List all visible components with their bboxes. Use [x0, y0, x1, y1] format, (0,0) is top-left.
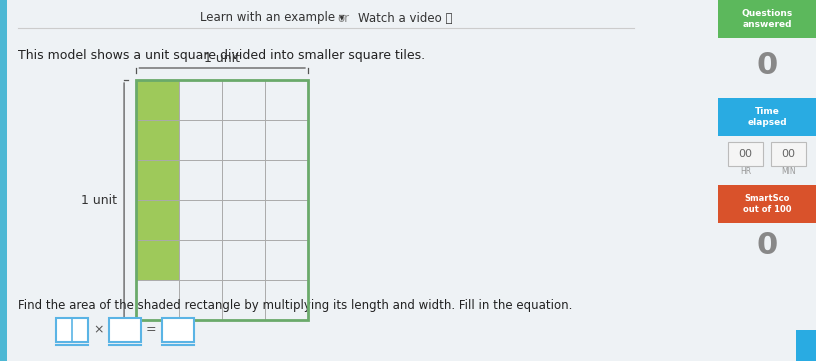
- Bar: [718, 185, 816, 223]
- Text: HR: HR: [740, 168, 751, 177]
- Text: ×: ×: [93, 323, 104, 336]
- Text: =: =: [146, 323, 157, 336]
- Text: 0: 0: [756, 51, 778, 79]
- Bar: [771, 142, 806, 166]
- Text: Find the area of the shaded rectangle by multiplying its length and width. Fill : Find the area of the shaded rectangle by…: [18, 299, 572, 312]
- Bar: [136, 80, 180, 280]
- Text: 00: 00: [738, 149, 752, 159]
- Bar: [718, 0, 816, 38]
- Text: Learn with an example ▾: Learn with an example ▾: [201, 12, 345, 25]
- Text: 00: 00: [782, 149, 796, 159]
- Text: 1 unit: 1 unit: [82, 193, 118, 206]
- Bar: [109, 318, 141, 342]
- Bar: [0, 0, 7, 361]
- Text: Time
elapsed: Time elapsed: [747, 106, 787, 127]
- Text: Watch a video ⓘ: Watch a video ⓘ: [357, 12, 452, 25]
- Bar: [796, 330, 816, 361]
- Bar: [718, 98, 816, 136]
- Text: 1 unit: 1 unit: [204, 52, 240, 65]
- Text: MIN: MIN: [781, 168, 796, 177]
- Bar: [162, 318, 193, 342]
- Text: or: or: [337, 12, 349, 25]
- Bar: [56, 318, 88, 342]
- Text: 0: 0: [756, 231, 778, 260]
- Text: SmartSco
out of 100: SmartSco out of 100: [743, 193, 792, 214]
- Text: This model shows a unit square divided into smaller square tiles.: This model shows a unit square divided i…: [18, 48, 424, 61]
- Bar: [728, 142, 763, 166]
- Text: Questions
answered: Questions answered: [742, 9, 792, 29]
- Bar: [136, 80, 308, 320]
